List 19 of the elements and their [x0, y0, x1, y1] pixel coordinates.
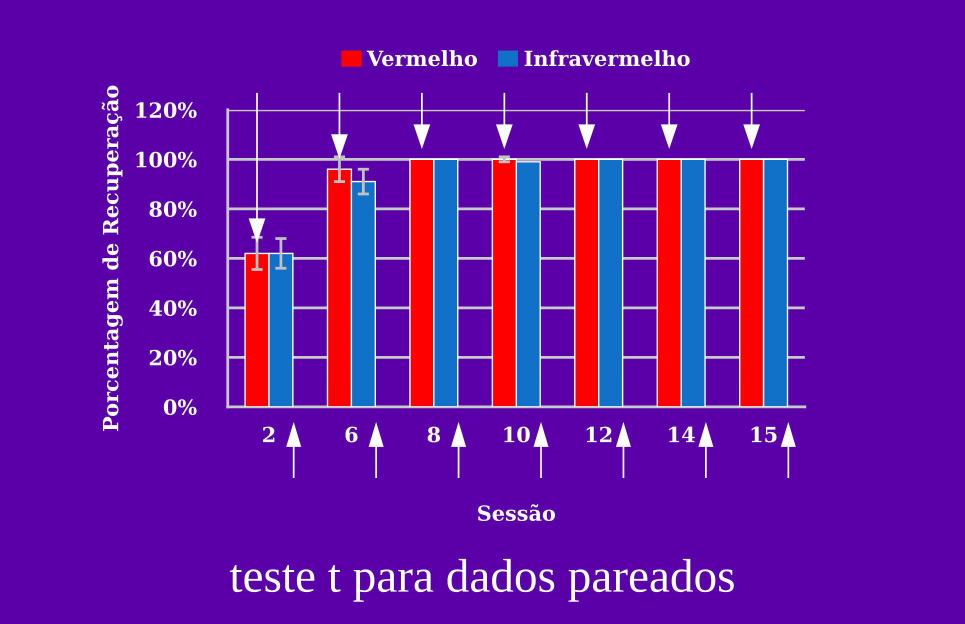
- y-tick-label: 100%: [136, 152, 197, 168]
- x-tick-label: 14: [669, 426, 695, 442]
- x-tick-label: 2: [263, 426, 274, 442]
- text: teste t para dados pareados: [230, 558, 734, 602]
- x-tick-label: 10: [504, 426, 530, 442]
- x-tick-label: 15: [752, 426, 777, 442]
- legend-label: Infravermelho: [524, 50, 690, 66]
- x-tick-label: 6: [345, 426, 358, 442]
- y-tick-label: 60%: [150, 250, 197, 267]
- y-tick-label: 40%: [149, 300, 197, 316]
- legend-label: Vermelho: [366, 50, 477, 66]
- y-tick-label: 120%: [136, 102, 197, 118]
- x-axis-title: Sessão: [478, 504, 556, 521]
- y-tick-label: 20%: [150, 350, 197, 366]
- y-tick-label: 80%: [149, 201, 197, 218]
- x-tick-label: 12: [586, 426, 612, 442]
- y-axis-title: Porcentagem de Recuperação: [102, 86, 123, 431]
- x-tick-label: 8: [428, 426, 440, 442]
- y-tick-label: 0%: [164, 399, 197, 416]
